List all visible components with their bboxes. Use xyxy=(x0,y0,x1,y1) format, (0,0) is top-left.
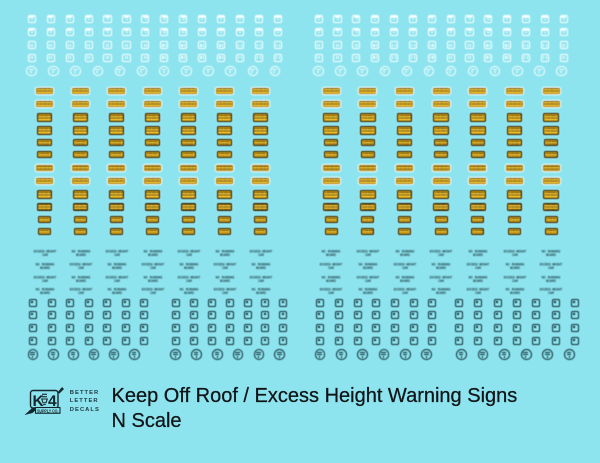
svg-text:SUPPLY CO.: SUPPLY CO. xyxy=(37,408,59,413)
svg-text:4: 4 xyxy=(48,392,57,410)
svg-text:K: K xyxy=(33,392,45,410)
